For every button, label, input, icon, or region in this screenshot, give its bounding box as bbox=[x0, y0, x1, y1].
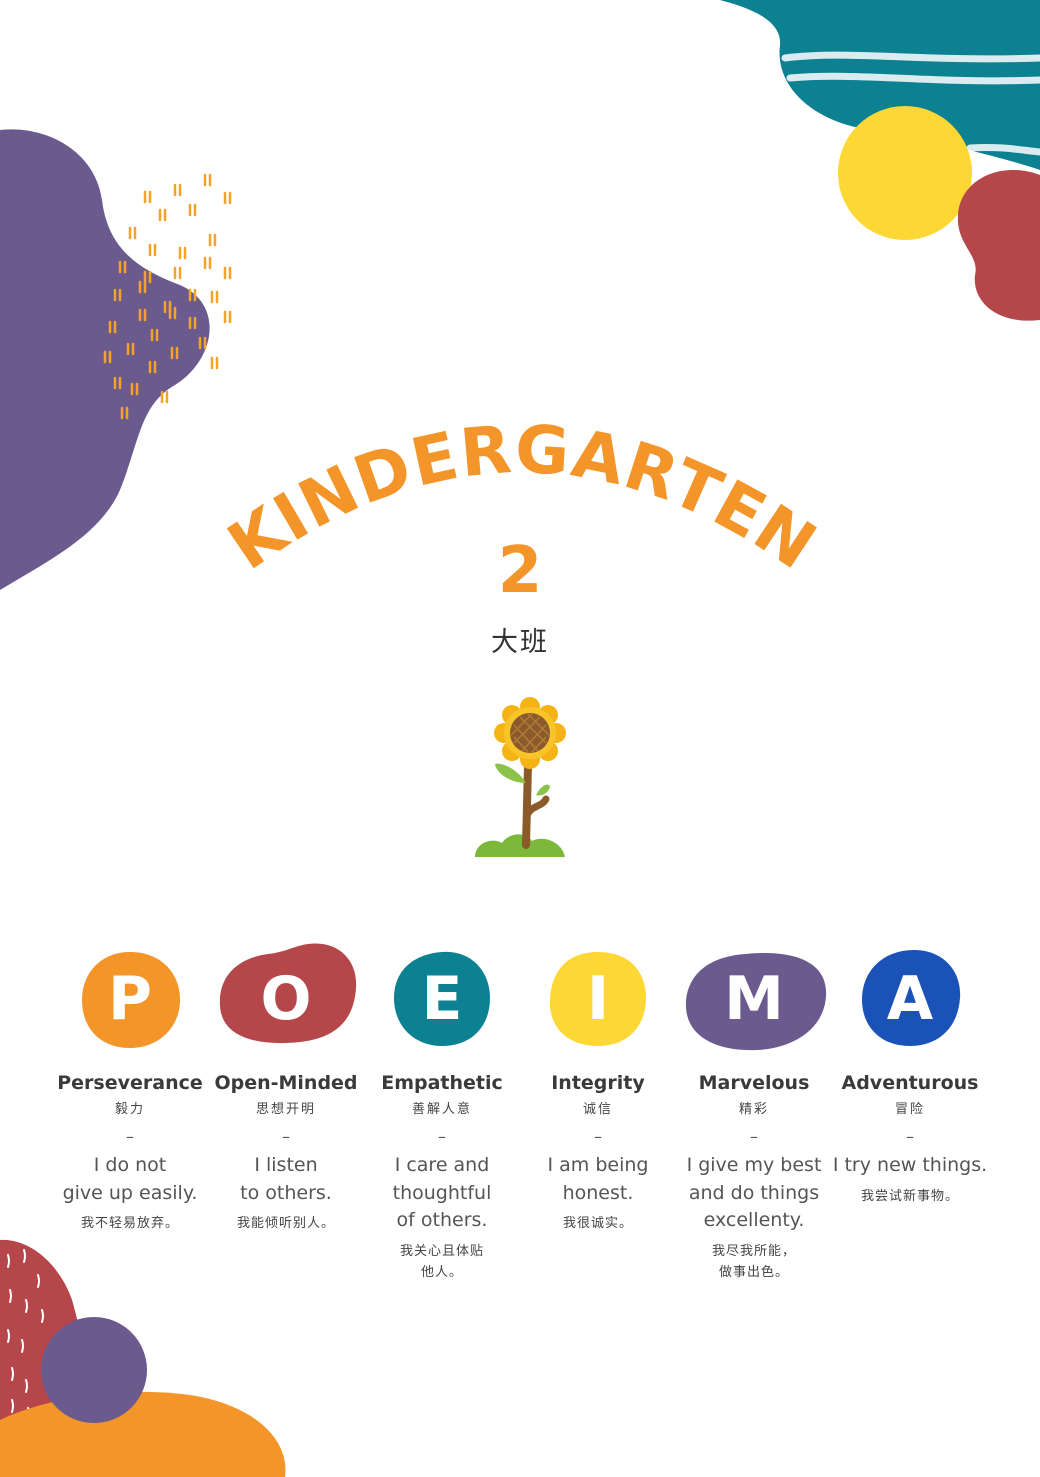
separator-dash: – bbox=[282, 1127, 290, 1146]
separator-dash: – bbox=[594, 1127, 602, 1146]
separator-dash: – bbox=[438, 1127, 446, 1146]
letter-badge: O bbox=[208, 940, 364, 1058]
value-description-zh: 我尝试新事物。 bbox=[860, 1188, 959, 1204]
letter-badge: A bbox=[832, 940, 988, 1058]
value-item: M Marvelous 精彩 – I give my best and do thing… bbox=[676, 940, 832, 1283]
value-description-zh: 我很诚实。 bbox=[562, 1216, 633, 1231]
letter-badge: P bbox=[52, 940, 208, 1058]
value-letter: I bbox=[586, 964, 610, 1034]
value-description-zh: 我能倾听别人。 bbox=[236, 1216, 335, 1231]
value-letter: E bbox=[421, 964, 463, 1034]
value-item: O Open-Minded 思想开明 – I listen to others. 我能倾听… bbox=[208, 940, 364, 1234]
value-name-zh: 善解人意 bbox=[411, 1102, 472, 1117]
letter-badge: M bbox=[676, 940, 832, 1058]
value-name: Perseverance bbox=[57, 1072, 203, 1094]
separator-dash: – bbox=[906, 1127, 914, 1146]
value-item: I Integrity 诚信 – I am being honest. 我很诚实。 bbox=[520, 940, 676, 1234]
value-item: P Perseverance 毅力 – I do not give up easily.… bbox=[52, 940, 208, 1234]
value-name: Integrity bbox=[551, 1072, 645, 1094]
poeima-values: P Perseverance 毅力 – I do not give up easily.… bbox=[52, 940, 988, 1300]
letter-badge: E bbox=[364, 940, 520, 1058]
value-name-zh: 精彩 bbox=[738, 1102, 769, 1117]
value-description-zh: 我不轻易放弃。 bbox=[80, 1216, 179, 1231]
value-item: E Empathetic 善解人意 – I care and thoughtful of… bbox=[364, 940, 520, 1283]
value-description: I care and thoughtful of others. bbox=[392, 1154, 492, 1231]
value-description: I listen to others. bbox=[240, 1154, 332, 1204]
value-name: Empathetic bbox=[381, 1072, 503, 1094]
value-letter: M bbox=[724, 964, 784, 1034]
value-description: I try new things. bbox=[832, 1154, 988, 1176]
letter-badge: I bbox=[520, 940, 676, 1058]
value-letter: A bbox=[886, 964, 934, 1034]
grade-number: 2 bbox=[497, 534, 543, 608]
separator-dash: – bbox=[750, 1127, 758, 1146]
value-item: A Adventurous 冒险 – I try new things. 我尝试新事物。 bbox=[832, 940, 988, 1207]
value-description: I give my best and do things excellenty. bbox=[686, 1154, 822, 1231]
value-name-zh: 思想开明 bbox=[255, 1102, 316, 1117]
value-name-zh: 冒险 bbox=[894, 1102, 925, 1117]
separator-dash: – bbox=[126, 1127, 134, 1146]
value-name-zh: 诚信 bbox=[582, 1102, 613, 1117]
value-description-zh: 我关心且体贴 他人。 bbox=[399, 1243, 484, 1280]
value-letter: O bbox=[260, 964, 312, 1034]
value-description: I am being honest. bbox=[547, 1154, 649, 1204]
value-letter: P bbox=[108, 964, 152, 1034]
chinese-title: 大班 bbox=[491, 627, 549, 658]
value-description: I do not give up easily. bbox=[62, 1154, 198, 1204]
value-name-zh: 毅力 bbox=[114, 1102, 145, 1117]
sunflower-icon bbox=[475, 697, 566, 857]
value-description-zh: 我尽我所能， 做事出色。 bbox=[711, 1243, 796, 1280]
value-name: Open-Minded bbox=[214, 1072, 358, 1094]
value-name: Marvelous bbox=[698, 1072, 810, 1094]
value-name: Adventurous bbox=[841, 1072, 979, 1094]
